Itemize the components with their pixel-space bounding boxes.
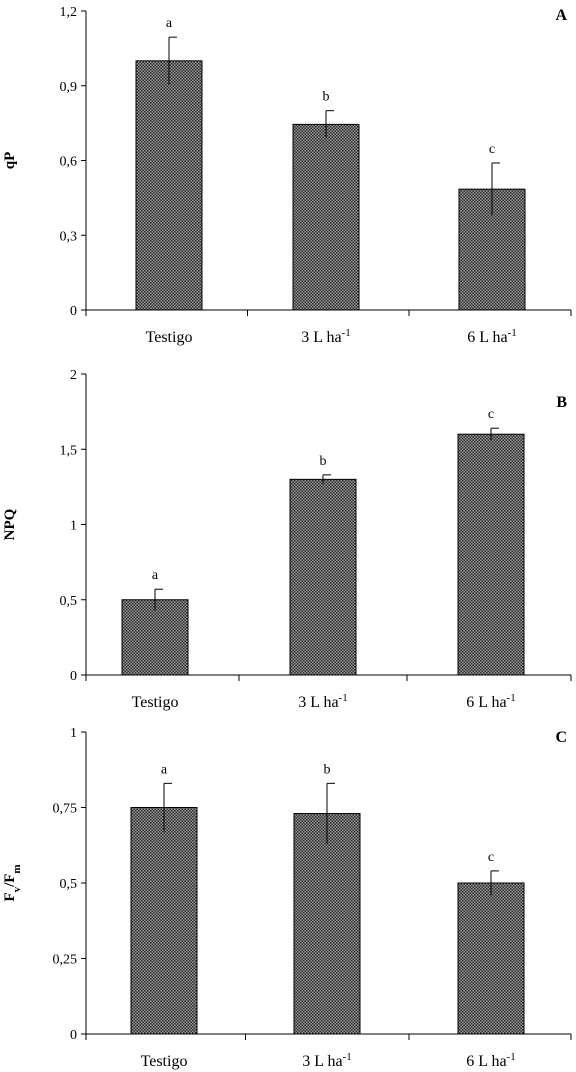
significance-letter: b	[323, 90, 330, 105]
significance-letter: c	[488, 407, 494, 422]
bar	[121, 599, 189, 676]
y-tick-label: 0	[70, 669, 77, 684]
panel-b: 0 0,5 1 1,5 2 NPQ Ba Testigo b 3 L ha-1 c 6 L ha-1	[2, 368, 572, 711]
category-label: Testigo	[132, 694, 179, 711]
y-axis-label: NPQ	[2, 508, 18, 540]
y-tick-label: 0,75	[53, 802, 78, 817]
category-label: Testigo	[141, 1053, 188, 1070]
y-tick-label: 0	[70, 304, 77, 319]
y-tick-label: 0,25	[53, 953, 78, 968]
bar	[293, 813, 361, 1035]
y-tick-label: 0,5	[60, 594, 78, 609]
category-label: 6 L ha-1	[466, 1051, 515, 1070]
significance-letter: b	[320, 454, 327, 469]
panel-tag: B	[556, 394, 567, 411]
y-tick-label: 1,2	[60, 5, 78, 20]
y-tick-label: 2	[70, 368, 77, 383]
y-tick-label: 1	[70, 519, 77, 534]
significance-letter: a	[152, 568, 159, 583]
y-axis-label: Fv/Fm	[2, 864, 23, 901]
y-tick-label: 0,9	[60, 80, 78, 95]
bar	[292, 123, 360, 311]
category-label: Testigo	[146, 329, 193, 346]
category-label: 3 L ha-1	[298, 692, 347, 711]
category-label: 3 L ha-1	[302, 1051, 351, 1070]
bar	[130, 807, 198, 1035]
panel-tag: A	[555, 7, 567, 24]
y-axis-label: qP	[2, 152, 18, 170]
category-label: 6 L ha-1	[466, 692, 515, 711]
panel-c: 0 0,25 0,5 0,75 1 Fv/Fm Ca Testigo b 3 L ha-1 c 6 L…	[2, 726, 572, 1070]
significance-letter: c	[488, 850, 494, 865]
bar	[289, 478, 357, 676]
significance-letter: b	[324, 762, 331, 777]
significance-letter: a	[161, 762, 168, 777]
bar	[135, 60, 203, 311]
y-tick-label: 0,3	[60, 229, 78, 244]
panel-a: 0 0,3 0,6 0,9 1,2 qP Aa Testigo b 3 L ha-1 c 6 L ha…	[2, 5, 572, 346]
panel-tag: C	[555, 729, 567, 746]
category-label: 3 L ha-1	[301, 327, 350, 346]
significance-letter: c	[489, 142, 495, 157]
bar	[457, 433, 525, 676]
significance-letter: a	[166, 16, 173, 31]
bar	[457, 882, 525, 1035]
y-tick-label: 0,5	[60, 877, 78, 892]
category-label: 6 L ha-1	[467, 327, 516, 346]
y-tick-label: 1,5	[60, 443, 78, 458]
y-tick-label: 0	[70, 1028, 77, 1043]
y-tick-label: 0,6	[60, 155, 78, 170]
y-tick-label: 1	[70, 726, 77, 741]
